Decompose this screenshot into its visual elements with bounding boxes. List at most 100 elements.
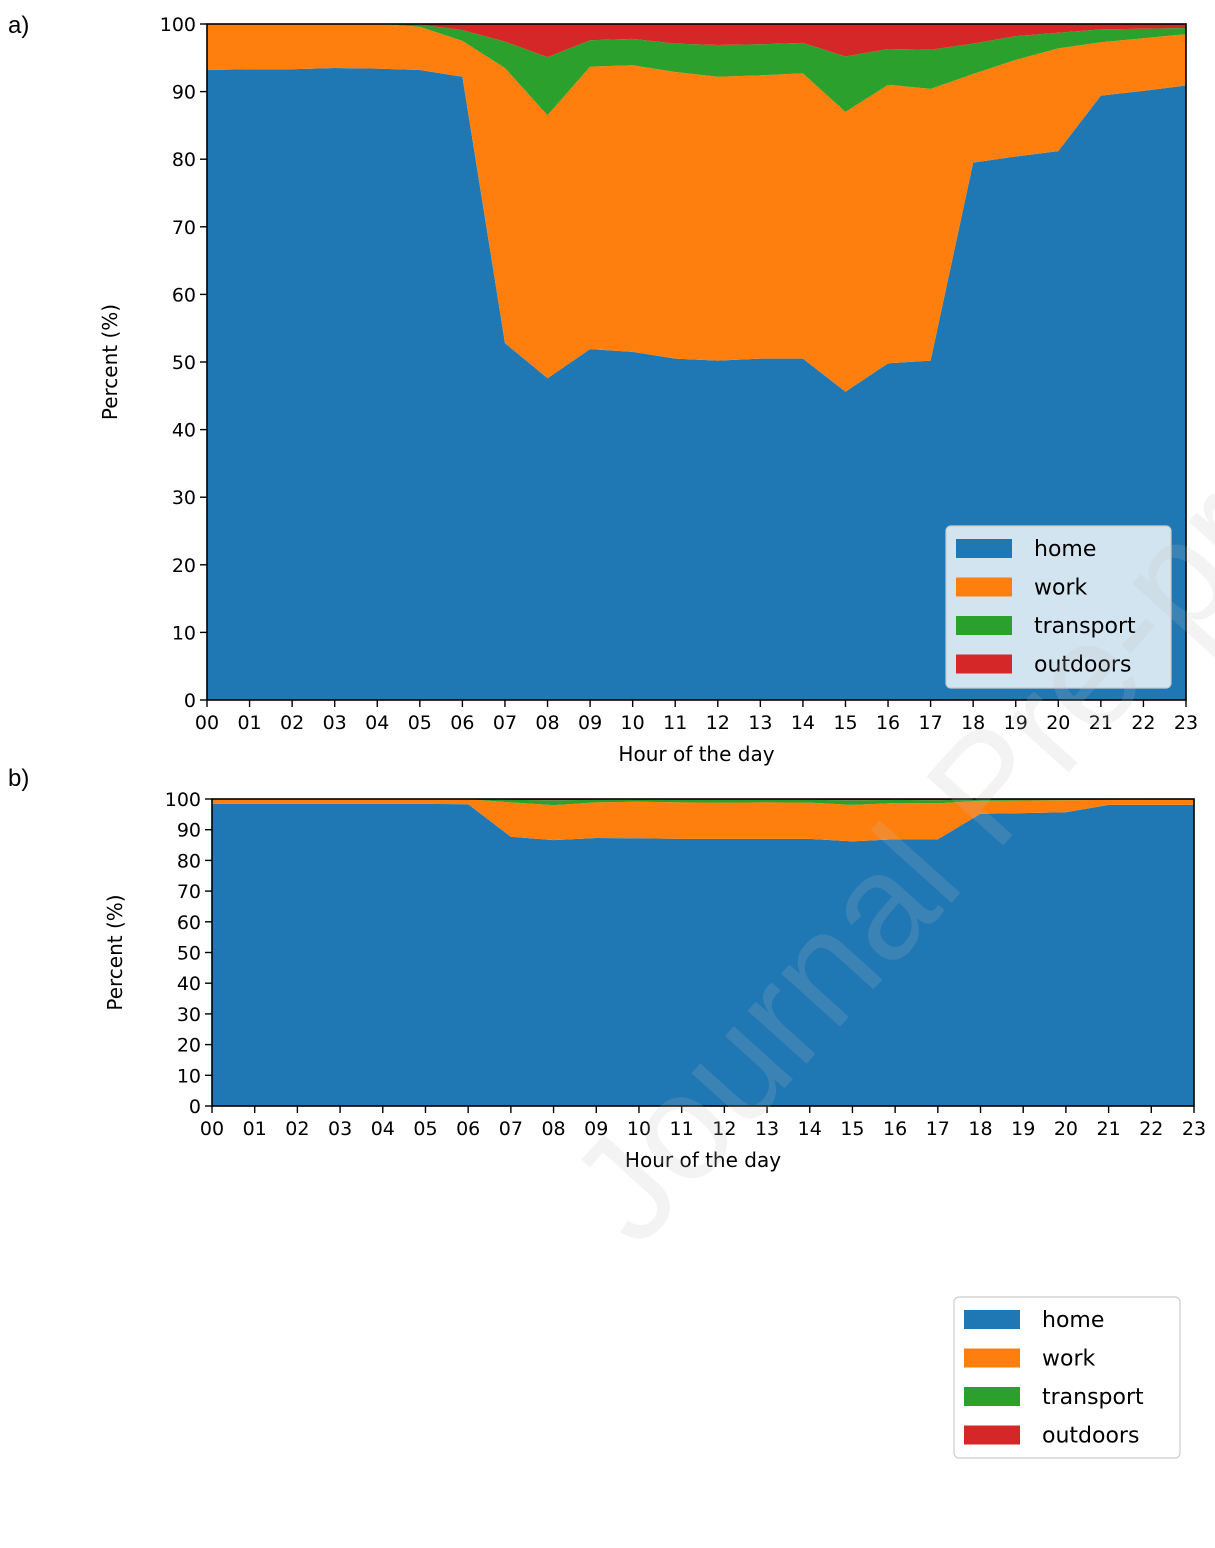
x-tick-label: 14	[791, 712, 815, 734]
legend-label-outdoors: outdoors	[1034, 653, 1131, 678]
y-axis-title: Percent (%)	[98, 304, 122, 420]
x-tick-label: 15	[833, 712, 857, 734]
x-axis-title: Hour of the day	[625, 1148, 781, 1172]
x-tick-label: 14	[798, 1118, 822, 1140]
x-tick-label: 10	[621, 712, 645, 734]
y-tick-label: 0	[184, 690, 196, 712]
legend-label-transport: transport	[1034, 614, 1136, 639]
x-tick-label: 09	[584, 1118, 608, 1140]
stacked-area-chart-b: 0 10 20 30 40 50 60 70 80 90 100 00 01 02 03 04 05 06 07 08…	[103, 789, 1206, 1459]
y-tick-label: 50	[177, 943, 201, 965]
y-tick-label: 40	[172, 420, 196, 442]
legend-swatch-transport	[956, 616, 1012, 635]
x-tick-label: 11	[663, 712, 687, 734]
x-tick-label: 00	[195, 712, 219, 734]
area-series-transport	[207, 24, 1186, 116]
y-tick-label: 90	[177, 820, 201, 842]
x-axis-title: Hour of the day	[618, 742, 774, 766]
x-tick-label: 05	[408, 712, 432, 734]
legend: home work transport outdoors	[945, 525, 1172, 689]
x-tick-label: 01	[243, 1118, 267, 1140]
legend-swatch-home	[956, 539, 1012, 558]
area-series-work	[212, 799, 1194, 842]
x-tick-label: 03	[328, 1118, 352, 1140]
legend-label-home: home	[1034, 537, 1096, 562]
x-tick-label: 20	[1046, 712, 1070, 734]
area-series-outdoors	[207, 24, 1186, 58]
y-tick-label: 70	[177, 881, 201, 903]
x-tick-label: 06	[456, 1118, 480, 1140]
stacked-area-chart-a: 0 10 20 30 40 50 60 70 80 90 100 00 01 02 03 04 05 06 07 08…	[98, 14, 1198, 766]
y-tick-label: 70	[172, 217, 196, 239]
y-tick-label: 80	[172, 149, 196, 171]
y-axis-title: Percent (%)	[103, 894, 127, 1010]
y-tick-label: 80	[177, 850, 201, 872]
y-tick-label: 60	[177, 912, 201, 934]
legend-label-home: home	[1042, 1308, 1104, 1333]
y-tick-label: 90	[172, 82, 196, 104]
x-tick-label: 06	[450, 712, 474, 734]
legend-label-work: work	[1042, 1347, 1095, 1372]
y-tick-label: 50	[172, 352, 196, 374]
x-tick-label: 17	[919, 712, 943, 734]
y-tick-label: 0	[189, 1096, 201, 1118]
x-tick-label: 05	[413, 1118, 437, 1140]
x-tick-label: 02	[280, 712, 304, 734]
y-tick-label: 60	[172, 284, 196, 306]
legend-swatch-outdoors	[956, 654, 1012, 674]
legend-swatch-home	[964, 1310, 1020, 1329]
x-tick-label: 20	[1054, 1118, 1078, 1140]
x-tick-label: 22	[1131, 712, 1155, 734]
x-tick-label: 00	[200, 1118, 224, 1140]
x-tick-label: 12	[712, 1118, 736, 1140]
x-tick-label: 07	[493, 712, 517, 734]
x-tick-label: 18	[968, 1118, 992, 1140]
x-tick-label: 02	[285, 1118, 309, 1140]
y-tick-label: 100	[160, 14, 196, 36]
x-tick-label: 15	[840, 1118, 864, 1140]
legend-label-work: work	[1034, 576, 1087, 601]
legend-label-transport: transport	[1042, 1385, 1144, 1410]
x-tick-label: 13	[755, 1118, 779, 1140]
x-tick-label: 16	[876, 712, 900, 734]
panel-label-a: a)	[8, 12, 30, 39]
y-tick-label: 20	[172, 555, 196, 577]
legend-swatch-work	[956, 577, 1012, 597]
x-tick-label: 10	[627, 1118, 651, 1140]
y-tick-label: 10	[172, 622, 196, 644]
x-tick-label: 16	[883, 1118, 907, 1140]
x-tick-label: 19	[1004, 712, 1028, 734]
x-tick-label: 21	[1089, 712, 1113, 734]
x-tick-label: 18	[961, 712, 985, 734]
x-tick-label: 08	[541, 1118, 565, 1140]
x-tick-label: 19	[1011, 1118, 1035, 1140]
x-tick-label: 07	[499, 1118, 523, 1140]
legend: home work transport outdoors	[953, 1296, 1181, 1459]
legend-box	[945, 525, 1172, 689]
y-tick-label: 40	[177, 973, 201, 995]
x-tick-label: 01	[237, 712, 261, 734]
area-series-home	[207, 67, 1186, 700]
panel-label-b: b)	[8, 765, 30, 792]
area-series-home	[212, 803, 1194, 1106]
x-tick-label: 17	[926, 1118, 950, 1140]
y-tick-label: 30	[177, 1004, 201, 1026]
legend-label-outdoors: outdoors	[1042, 1424, 1139, 1449]
x-tick-label: 23	[1174, 712, 1198, 734]
x-tick-label: 03	[323, 712, 347, 734]
x-tick-label: 09	[578, 712, 602, 734]
legend-swatch-outdoors	[964, 1425, 1020, 1445]
x-tick-label: 08	[535, 712, 559, 734]
y-tick-label: 20	[177, 1035, 201, 1057]
x-tick-label: 22	[1139, 1118, 1163, 1140]
x-tick-label: 04	[371, 1118, 395, 1140]
x-tick-label: 13	[748, 712, 772, 734]
x-tick-label: 23	[1182, 1118, 1206, 1140]
legend-swatch-transport	[964, 1387, 1020, 1406]
area-series-work	[207, 24, 1186, 392]
x-tick-label: 04	[365, 712, 389, 734]
x-tick-label: 12	[706, 712, 730, 734]
y-tick-label: 10	[177, 1065, 201, 1087]
x-tick-label: 11	[670, 1118, 694, 1140]
legend-swatch-work	[964, 1348, 1020, 1368]
